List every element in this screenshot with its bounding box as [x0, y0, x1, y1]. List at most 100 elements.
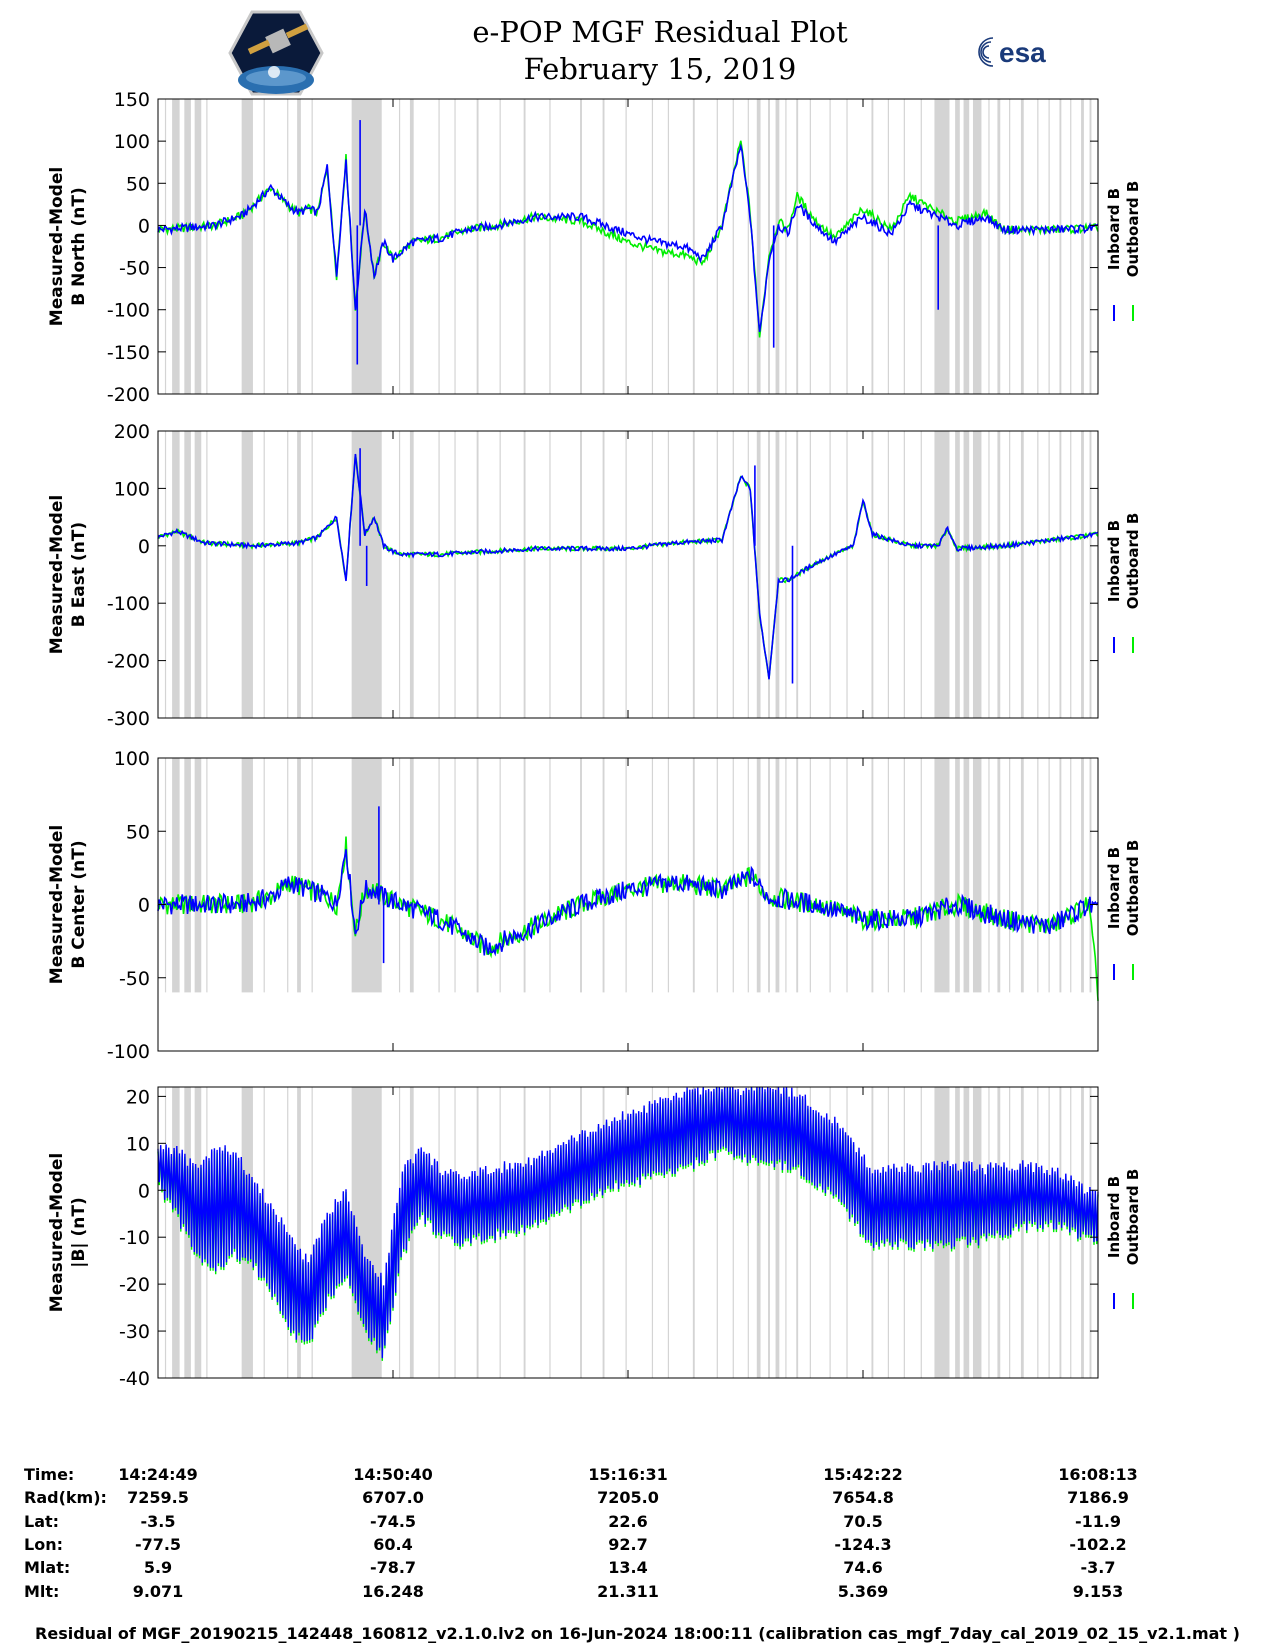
gap-shade	[476, 99, 479, 394]
ephemeris-value: -124.3	[834, 1534, 892, 1554]
ephemeris-label: Rad(km):	[24, 1488, 107, 1508]
y-tick-label: -100	[107, 1041, 150, 1063]
inboard-series-line	[157, 1086, 1099, 1359]
gap-shade	[955, 758, 960, 993]
gap-shade	[955, 431, 960, 718]
gap-shade	[972, 758, 982, 993]
gap-shade	[756, 99, 761, 394]
ephemeris-value: 21.311	[597, 1581, 659, 1601]
gap-shade	[1059, 1087, 1062, 1378]
legend-inboard-label: Inboard B	[1105, 520, 1123, 602]
ephemeris-value: 5.9	[143, 1558, 173, 1578]
ephemeris-value: 5.369	[837, 1581, 889, 1601]
y-axis-label-line2: B East (nT)	[69, 522, 89, 627]
panel-4: 20 10 0 -10 -20 -30 -40 Measured-Model |B| (nT) I…	[47, 1086, 1142, 1390]
gap-shade	[972, 431, 982, 718]
y-axis-label: Measured-Model B Center (nT)	[47, 825, 89, 984]
ephemeris-value: 9.153	[1072, 1581, 1124, 1601]
ephemeris-row: Lat: -3.5 -74.5 22.6 70.5 -11.9	[0, 1512, 1275, 1536]
y-tick-label: 150	[114, 89, 150, 111]
gap-shade	[871, 99, 874, 394]
gap-shade	[194, 431, 202, 718]
y-tick-label: -150	[107, 342, 150, 364]
gap-shade	[871, 758, 874, 993]
gap-shade	[796, 431, 799, 718]
gap-shade	[796, 1087, 799, 1378]
legend-inboard-label: Inboard B	[1105, 847, 1123, 929]
y-tick-label: -200	[107, 384, 150, 406]
legend-outboard-label: Outboard B	[1124, 513, 1142, 610]
gap-shade	[963, 99, 970, 394]
gap-shade	[934, 431, 950, 718]
panel-2: 200 100 0 -100 -200 -300 Measured-Model B East …	[47, 421, 1142, 730]
title-line-2: February 15, 2019	[523, 52, 797, 86]
ephemeris-value: 22.6	[608, 1511, 648, 1531]
gap-shade	[871, 1087, 874, 1378]
y-tick-label: -300	[107, 708, 150, 730]
y-tick-label: -100	[107, 593, 150, 615]
y-tick-label: -40	[119, 1368, 150, 1390]
gap-shade	[602, 1087, 605, 1378]
ephemeris-value: 6707.0	[362, 1488, 424, 1508]
gap-shade	[297, 1087, 301, 1378]
gap-shade	[409, 431, 414, 718]
y-axis-label-line1: Measured-Model	[47, 167, 67, 326]
gap-shade	[768, 758, 770, 993]
inboard-series-line	[157, 453, 1099, 680]
y-tick-label: 0	[138, 536, 150, 558]
gap-shade	[194, 758, 202, 993]
ephemeris-label: Mlat:	[24, 1558, 71, 1578]
y-axis-label-line2: |B| (nT)	[69, 1197, 89, 1268]
y-axis-label-line1: Measured-Model	[47, 1153, 67, 1312]
gap-shade	[1020, 1087, 1024, 1378]
ephemeris-value: -77.5	[134, 1534, 182, 1554]
gap-shade	[934, 99, 950, 394]
gap-shade	[351, 758, 382, 993]
y-tick-label: -50	[119, 258, 150, 280]
y-tick-label: -50	[119, 968, 150, 990]
y-axis-label: Measured-Model |B| (nT)	[47, 1153, 89, 1312]
footer-note: Residual of MGF_20190215_142448_160812_v…	[35, 1624, 1240, 1643]
gap-shade	[871, 431, 874, 718]
ephemeris-value: 14:50:40	[353, 1465, 433, 1484]
gap-shade	[963, 1087, 970, 1378]
plot-title: e-POP MGF Residual Plot February 15, 201…	[380, 14, 940, 88]
y-axis-label-line1: Measured-Model	[47, 825, 67, 984]
gap-shade	[1081, 758, 1084, 993]
y-axis-label-line2: B North (nT)	[69, 187, 89, 306]
esa-logo: esa	[978, 37, 1046, 68]
gap-shade	[194, 99, 202, 394]
ephemeris-value: 16:08:13	[1058, 1465, 1138, 1484]
gap-shade	[1020, 431, 1024, 718]
gap-shade	[184, 1087, 191, 1378]
y-tick-label: 100	[114, 478, 150, 500]
gap-shade	[409, 99, 414, 394]
ephemeris-row: Rad(km): 7259.5 6707.0 7205.0 7654.8 7186.9	[0, 1488, 1275, 1512]
gap-shade	[768, 1087, 770, 1378]
gap-shade	[692, 431, 695, 718]
ephemeris-value: 13.4	[608, 1558, 648, 1578]
gap-shade	[580, 99, 582, 394]
ephemeris-row: Lon: -77.5 60.4 92.7 -124.3 -102.2	[0, 1535, 1275, 1559]
ephemeris-value: 9.071	[132, 1581, 184, 1601]
esa-logo-text: esa	[999, 37, 1046, 68]
y-tick-label: 0	[138, 215, 150, 237]
gap-shade	[476, 431, 479, 718]
ephemeris-value: 14:24:49	[118, 1465, 198, 1484]
ephemeris-value: -78.7	[369, 1558, 417, 1578]
ephemeris-value: 16.248	[362, 1581, 424, 1601]
ephemeris-value: 7259.5	[127, 1488, 189, 1508]
legend-outboard-label: Outboard B	[1124, 1169, 1142, 1266]
title-line-1: e-POP MGF Residual Plot	[472, 15, 848, 49]
ephemeris-value: 92.7	[608, 1534, 648, 1554]
gap-shade	[768, 431, 770, 718]
gap-shade	[692, 99, 695, 394]
ephemeris-value: 15:42:22	[823, 1465, 903, 1484]
gap-shade	[775, 1087, 780, 1378]
gap-shade	[955, 99, 960, 394]
y-axis-label-line2: B Center (nT)	[69, 840, 89, 968]
gap-shade	[602, 431, 605, 718]
gap-shade	[476, 1087, 479, 1378]
gap-shade	[602, 99, 605, 394]
gap-shade	[756, 758, 761, 993]
